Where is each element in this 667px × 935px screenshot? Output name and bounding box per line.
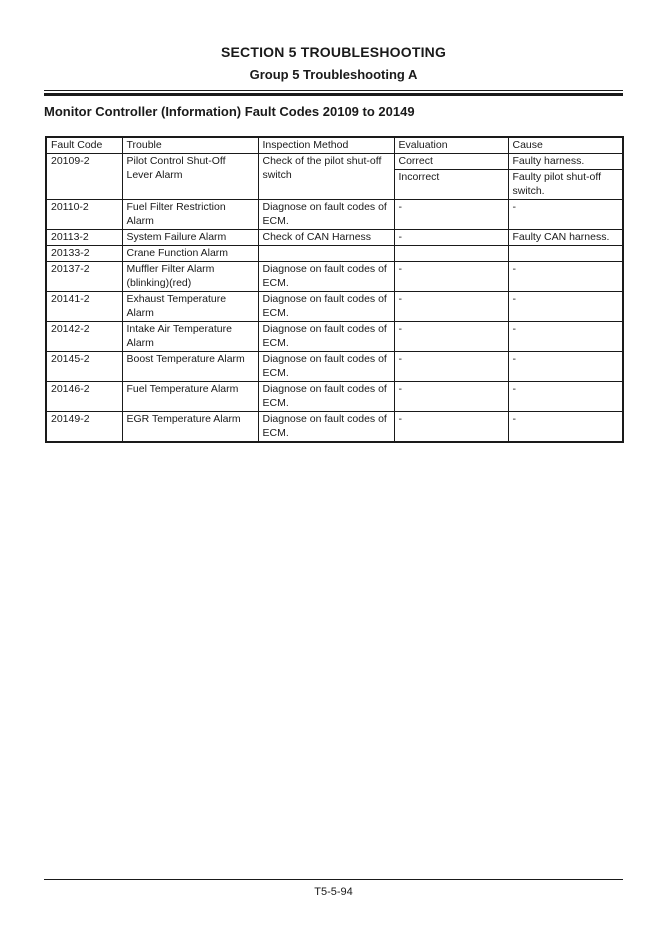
table-row: 20110-2 Fuel Filter Restriction Alarm Diag… [45,199,624,230]
table-row: 20109-2 Pilot Control Shut-Off Lever Alar… [45,153,624,200]
header-double-rule [44,90,623,96]
fault-code-cell: 20146-2 [45,381,123,412]
table-body: 20109-2 Pilot Control Shut-Off Lever Alar… [45,153,624,443]
trouble-cell: System Failure Alarm [121,229,259,246]
trouble-cell: Fuel Temperature Alarm [121,381,259,412]
inspection-method-cell: Check of CAN Harness [257,229,395,246]
page-heading: Monitor Controller (Information) Fault C… [44,104,415,119]
column-header: Evaluation [393,136,509,154]
inspection-method-cell: Diagnose on fault codes of ECM. [257,291,395,322]
fault-code-cell: 20110-2 [45,199,123,230]
column-header: Trouble [121,136,259,154]
cause-cell: - [507,291,624,322]
trouble-cell: Intake Air Temperature Alarm [121,321,259,352]
evaluation-cell [393,245,509,262]
table-header: Fault Code Trouble Inspection Method Evalua… [45,136,624,154]
table-row: 20142-2 Intake Air Temperature Alarm Diagn… [45,321,624,352]
fault-code-cell: 20133-2 [45,245,123,262]
table-row: 20145-2 Boost Temperature Alarm Diagnose o… [45,351,624,382]
inspection-method-cell: Diagnose on fault codes of ECM. [257,351,395,382]
page-number: T5-5-94 [314,886,353,898]
inspection-method-cell: Diagnose on fault codes of ECM. [257,261,395,292]
trouble-cell: Boost Temperature Alarm [121,351,259,382]
evaluation-cell: - [393,199,509,230]
fault-code-cell: 20141-2 [45,291,123,322]
evaluation-cell: - [393,229,509,246]
evaluation-cell: - [393,261,509,292]
fault-code-cell: 20149-2 [45,411,123,443]
column-header: Cause [507,136,624,154]
trouble-cell: EGR Temperature Alarm [121,411,259,443]
inspection-method-cell: Diagnose on fault codes of ECM. [257,381,395,412]
table-row: 20113-2 System Failure Alarm Check of CAN … [45,229,624,246]
fault-code-cell: 20109-2 [45,153,123,200]
table-header-row: Fault Code Trouble Inspection Method Evalua… [45,136,624,154]
cause-cell: Faulty pilot shut-off switch. [507,169,624,200]
inspection-method-cell: Diagnose on fault codes of ECM. [257,411,395,443]
fault-code-cell: 20137-2 [45,261,123,292]
cause-cell: - [507,351,624,382]
page-footer: T5-5-94 [44,879,623,899]
section-title: SECTION 5 TROUBLESHOOTING [220,44,447,60]
cause-cell [507,245,624,262]
inspection-method-cell: Diagnose on fault codes of ECM. [257,199,395,230]
cause-cell: - [507,321,624,352]
cause-cell: Faulty harness. [507,153,624,170]
evaluation-cell: - [393,381,509,412]
inspection-method-cell: Diagnose on fault codes of ECM. [257,321,395,352]
table-row: 20141-2 Exhaust Temperature Alarm Diagnose… [45,291,624,322]
group-title: Group 5 Troubleshooting A [249,67,418,82]
trouble-cell: Fuel Filter Restriction Alarm [121,199,259,230]
column-header: Fault Code [45,136,123,154]
table-row: 20149-2 EGR Temperature Alarm Diagnose on … [45,411,624,443]
trouble-cell: Pilot Control Shut-Off Lever Alarm [121,153,259,200]
evaluation-cell: - [393,351,509,382]
column-header: Inspection Method [257,136,395,154]
table-row: Incorrect Faulty pilot shut-off switch. [46,169,624,200]
cause-cell: - [507,261,624,292]
cause-cell: - [507,199,624,230]
evaluation-cell: - [393,321,509,352]
table-row: 20137-2 Muffler Filter Alarm (blinking)(r… [45,261,624,292]
evaluation-cell: Incorrect [393,169,509,200]
inspection-method-cell: Check of the pilot shut-off switch [257,153,395,200]
evaluation-cell: Correct [393,153,509,170]
evaluation-cell: - [393,291,509,322]
trouble-cell: Muffler Filter Alarm (blinking)(red) [121,261,259,292]
trouble-cell: Exhaust Temperature Alarm [121,291,259,322]
evaluation-cell: - [393,411,509,443]
table-row: 20133-2 Crane Function Alarm [45,245,624,262]
table-row: 20146-2 Fuel Temperature Alarm Diagnose on… [45,381,624,412]
fault-codes-table: Fault Code Trouble Inspection Method Evalua… [45,136,624,443]
cause-cell: - [507,381,624,412]
cause-cell: Faulty CAN harness. [507,229,624,246]
fault-code-cell: 20145-2 [45,351,123,382]
inspection-method-cell [257,245,395,262]
trouble-cell: Crane Function Alarm [121,245,259,262]
cause-cell: - [507,411,624,443]
fault-code-cell: 20113-2 [45,229,123,246]
fault-code-cell: 20142-2 [45,321,123,352]
